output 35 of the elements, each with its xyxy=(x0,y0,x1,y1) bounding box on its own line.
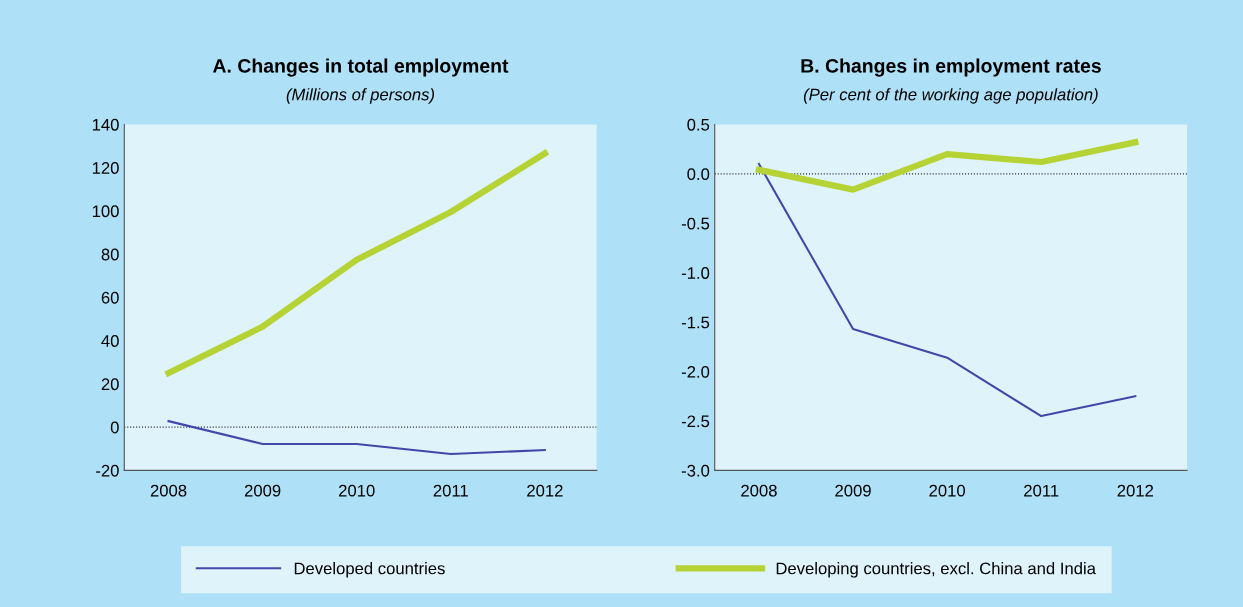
line-series xyxy=(757,162,1137,418)
chart-subtitle: (Millions of persons) xyxy=(286,88,435,104)
x-tick-label: 2011 xyxy=(1024,484,1059,497)
x-tick-label: 2008 xyxy=(741,484,777,497)
y-tick-label: 120 xyxy=(92,162,119,174)
y-tick-label: -0.5 xyxy=(681,217,710,230)
y-tick-label: 0.0 xyxy=(687,168,710,181)
legend-label: Developing countries, excl. China and India xyxy=(776,562,1096,578)
chart-subtitle: (Per cent of the working age population) xyxy=(803,88,1098,104)
y-tick-label: 0.5 xyxy=(687,118,710,131)
y-tick-label: 40 xyxy=(101,335,119,347)
x-tick-label: 2009 xyxy=(244,484,281,497)
y-tick-label: -1.0 xyxy=(681,267,710,279)
legend-label: Developed countries xyxy=(294,562,445,578)
y-tick-label: 60 xyxy=(101,291,119,304)
x-tick-label: 2010 xyxy=(929,484,966,497)
x-tick-label: 2012 xyxy=(1117,484,1154,497)
y-tick-label: -2.5 xyxy=(681,415,710,428)
y-tick-label: 0 xyxy=(110,421,119,434)
line-series xyxy=(167,420,546,456)
y-tick-label: 140 xyxy=(92,118,119,131)
y-tick-label: -2.0 xyxy=(681,365,710,378)
y-tick-label: -20 xyxy=(96,464,119,477)
y-tick-label: -3.0 xyxy=(681,464,710,477)
x-tick-label: 2008 xyxy=(150,484,187,497)
y-tick-label: 80 xyxy=(101,248,119,261)
x-tick-label: 2012 xyxy=(527,484,563,497)
x-tick-label: 2011 xyxy=(433,484,468,497)
x-tick-label: 2010 xyxy=(339,484,375,497)
y-tick-label: 100 xyxy=(92,205,119,218)
y-tick-label: -1.5 xyxy=(681,316,710,329)
chart-title: B. Changes in employment rates xyxy=(801,58,1101,77)
x-tick-label: 2009 xyxy=(835,484,871,497)
chart-title: A. Changes in total employment xyxy=(212,58,509,77)
y-tick-label: 20 xyxy=(101,378,119,391)
